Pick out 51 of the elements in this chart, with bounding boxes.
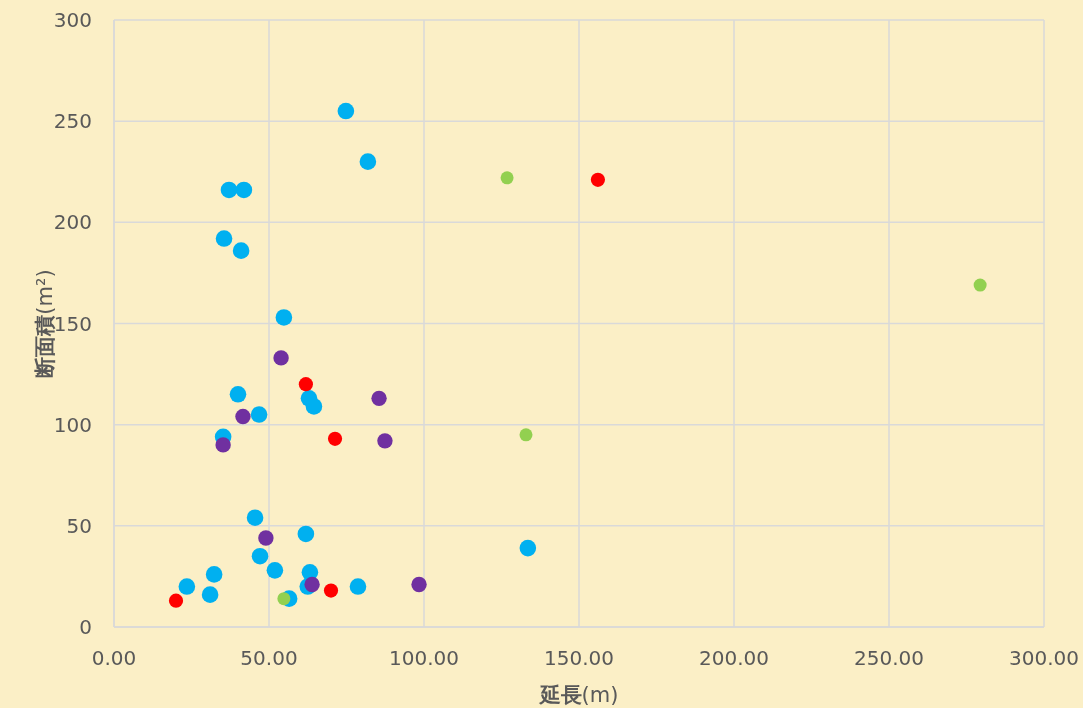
x-tick-label: 100.00 xyxy=(389,646,459,670)
point xyxy=(973,278,987,292)
point xyxy=(250,406,268,423)
point xyxy=(220,181,238,199)
point xyxy=(246,509,264,527)
point xyxy=(235,181,253,199)
point xyxy=(304,576,320,593)
x-axis-title: 延長(m) xyxy=(537,683,619,707)
y-tick-label: 200 xyxy=(53,210,92,235)
point xyxy=(235,408,251,425)
point xyxy=(229,386,247,403)
y-tick-label: 0 xyxy=(79,615,92,639)
point xyxy=(323,583,339,598)
point xyxy=(168,593,184,608)
point xyxy=(205,566,223,583)
point xyxy=(266,562,284,579)
point xyxy=(298,377,313,392)
y-tick-label: 250 xyxy=(53,109,92,134)
y-tick-label: 300 xyxy=(53,8,92,32)
point xyxy=(215,230,233,247)
point xyxy=(327,431,343,446)
point xyxy=(411,576,427,593)
point xyxy=(500,171,514,185)
point xyxy=(371,390,387,407)
y-tick-label: 100 xyxy=(53,412,92,437)
point xyxy=(275,309,293,326)
x-tick-label: 250.00 xyxy=(854,646,924,670)
point xyxy=(178,578,196,595)
x-tick-label: 300.00 xyxy=(1009,646,1079,670)
y-axis-title: 断面積(m²) xyxy=(33,269,57,378)
x-tick-label: 50.00 xyxy=(240,646,298,670)
point xyxy=(519,428,533,442)
point xyxy=(590,172,606,187)
point xyxy=(377,433,393,449)
point xyxy=(277,592,291,606)
y-tick-label: 50 xyxy=(66,513,92,538)
point xyxy=(297,525,315,543)
point xyxy=(201,586,219,603)
x-tick-label: 150.00 xyxy=(544,646,614,670)
point xyxy=(251,547,269,565)
point xyxy=(258,530,274,546)
point xyxy=(232,242,250,259)
point xyxy=(215,437,231,453)
point xyxy=(337,102,355,120)
point xyxy=(359,153,377,170)
x-tick-label: 0.00 xyxy=(91,646,137,670)
point xyxy=(305,398,323,415)
x-tick-label: 200.00 xyxy=(699,646,769,670)
point xyxy=(349,578,367,595)
point xyxy=(519,539,537,557)
point xyxy=(273,350,289,366)
